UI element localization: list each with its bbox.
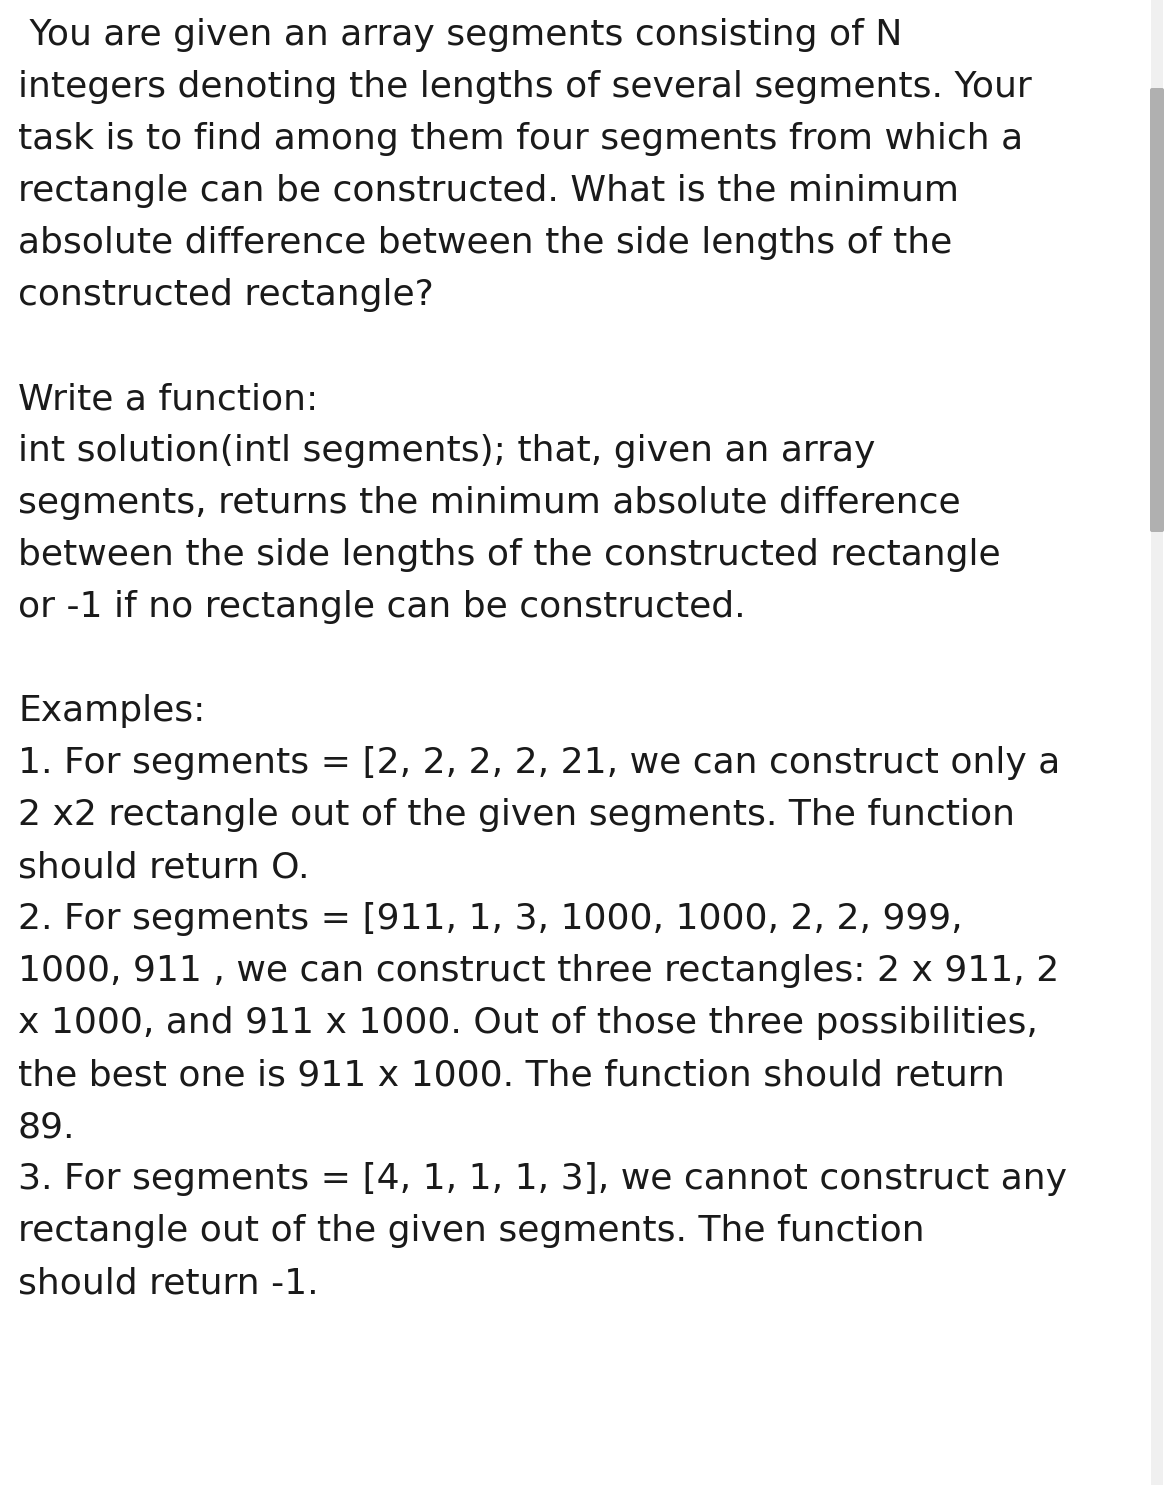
Text: should return -1.: should return -1. — [18, 1267, 318, 1299]
Text: constructed rectangle?: constructed rectangle? — [18, 278, 434, 312]
Text: between the side lengths of the constructed rectangle: between the side lengths of the construc… — [18, 538, 1000, 572]
Text: 2 x2 rectangle out of the given segments. The function: 2 x2 rectangle out of the given segments… — [18, 797, 1016, 832]
Text: rectangle out of the given segments. The function: rectangle out of the given segments. The… — [18, 1215, 924, 1247]
Text: You are given an array segments consisting of N: You are given an array segments consisti… — [18, 18, 902, 52]
Text: 89.: 89. — [18, 1109, 76, 1143]
Text: int solution(intl segments); that, given an array: int solution(intl segments); that, given… — [18, 434, 875, 468]
Text: 3. For segments = [4, 1, 1, 1, 3], we cannot construct any: 3. For segments = [4, 1, 1, 1, 3], we ca… — [18, 1161, 1067, 1195]
Text: Examples:: Examples: — [18, 693, 206, 728]
Text: integers denoting the lengths of several segments. Your: integers denoting the lengths of several… — [18, 70, 1032, 104]
Text: task is to find among them four segments from which a: task is to find among them four segments… — [18, 122, 1023, 156]
Text: should return O.: should return O. — [18, 849, 310, 884]
Text: the best one is 911 x 1000. The function should return: the best one is 911 x 1000. The function… — [18, 1057, 1005, 1091]
Text: absolute difference between the side lengths of the: absolute difference between the side len… — [18, 226, 952, 260]
FancyBboxPatch shape — [1150, 88, 1164, 532]
Text: or -1 if no rectangle can be constructed.: or -1 if no rectangle can be constructed… — [18, 590, 745, 624]
Text: Write a function:: Write a function: — [18, 382, 318, 416]
Text: 1. For segments = [2, 2, 2, 2, 21, we can construct only a: 1. For segments = [2, 2, 2, 2, 21, we ca… — [18, 745, 1060, 780]
Text: x 1000, and 911 x 1000. Out of those three possibilities,: x 1000, and 911 x 1000. Out of those thr… — [18, 1005, 1038, 1040]
Text: 1000, 911 , we can construct three rectangles: 2 x 911, 2: 1000, 911 , we can construct three recta… — [18, 953, 1059, 988]
FancyBboxPatch shape — [1151, 0, 1163, 1485]
Text: rectangle can be constructed. What is the minimum: rectangle can be constructed. What is th… — [18, 174, 959, 208]
Text: 2. For segments = [911, 1, 3, 1000, 1000, 2, 2, 999,: 2. For segments = [911, 1, 3, 1000, 1000… — [18, 901, 963, 936]
Text: segments, returns the minimum absolute difference: segments, returns the minimum absolute d… — [18, 486, 961, 520]
